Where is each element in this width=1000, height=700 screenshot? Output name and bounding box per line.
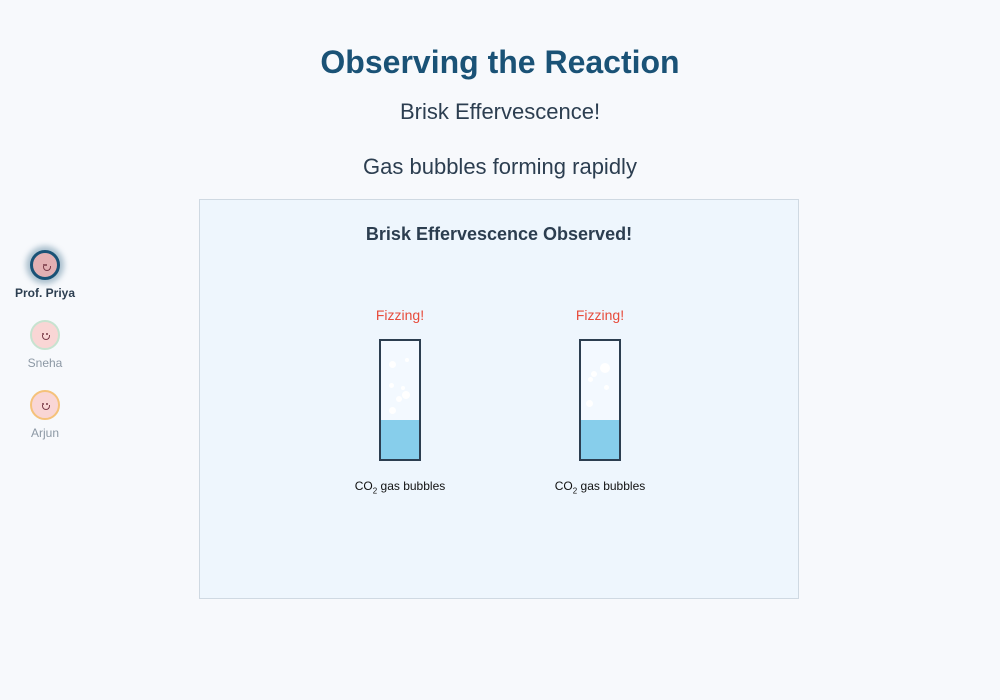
participant-arjun[interactable]: Arjun bbox=[0, 390, 90, 440]
avatar bbox=[30, 320, 60, 350]
participant-sneha[interactable]: Sneha bbox=[0, 320, 90, 370]
stage-title: Brisk Effervescence Observed! bbox=[365, 224, 633, 244]
avatar bbox=[30, 390, 60, 420]
participant-prof-priya[interactable]: Prof. Priya bbox=[0, 250, 90, 300]
test-tube-group-2: Fizzing! CO2 gas bubbles bbox=[530, 305, 670, 495]
fizzing-label: Fizzing! bbox=[375, 307, 425, 323]
page-subtitle: Brisk Effervescence! bbox=[399, 99, 601, 124]
test-tube bbox=[379, 339, 421, 461]
experiment-stage: Brisk Effervescence Observed! Fizzing! C… bbox=[199, 199, 799, 599]
avatar bbox=[30, 250, 60, 280]
liquid bbox=[381, 420, 419, 459]
participant-name: Arjun bbox=[30, 426, 59, 440]
participant-name: Prof. Priya bbox=[14, 286, 76, 300]
test-tube-group-1: Fizzing! CO2 gas bubbles bbox=[330, 305, 470, 495]
page-caption: Gas bubbles forming rapidly bbox=[363, 154, 637, 179]
tube-caption: CO2 gas bubbles bbox=[554, 479, 646, 496]
participant-name: Sneha bbox=[27, 356, 63, 370]
fizzing-label: Fizzing! bbox=[575, 307, 625, 323]
liquid bbox=[581, 420, 619, 459]
tube-caption: CO2 gas bubbles bbox=[354, 479, 446, 496]
page-title: Observing the Reaction bbox=[320, 44, 680, 80]
test-tube bbox=[579, 339, 621, 461]
